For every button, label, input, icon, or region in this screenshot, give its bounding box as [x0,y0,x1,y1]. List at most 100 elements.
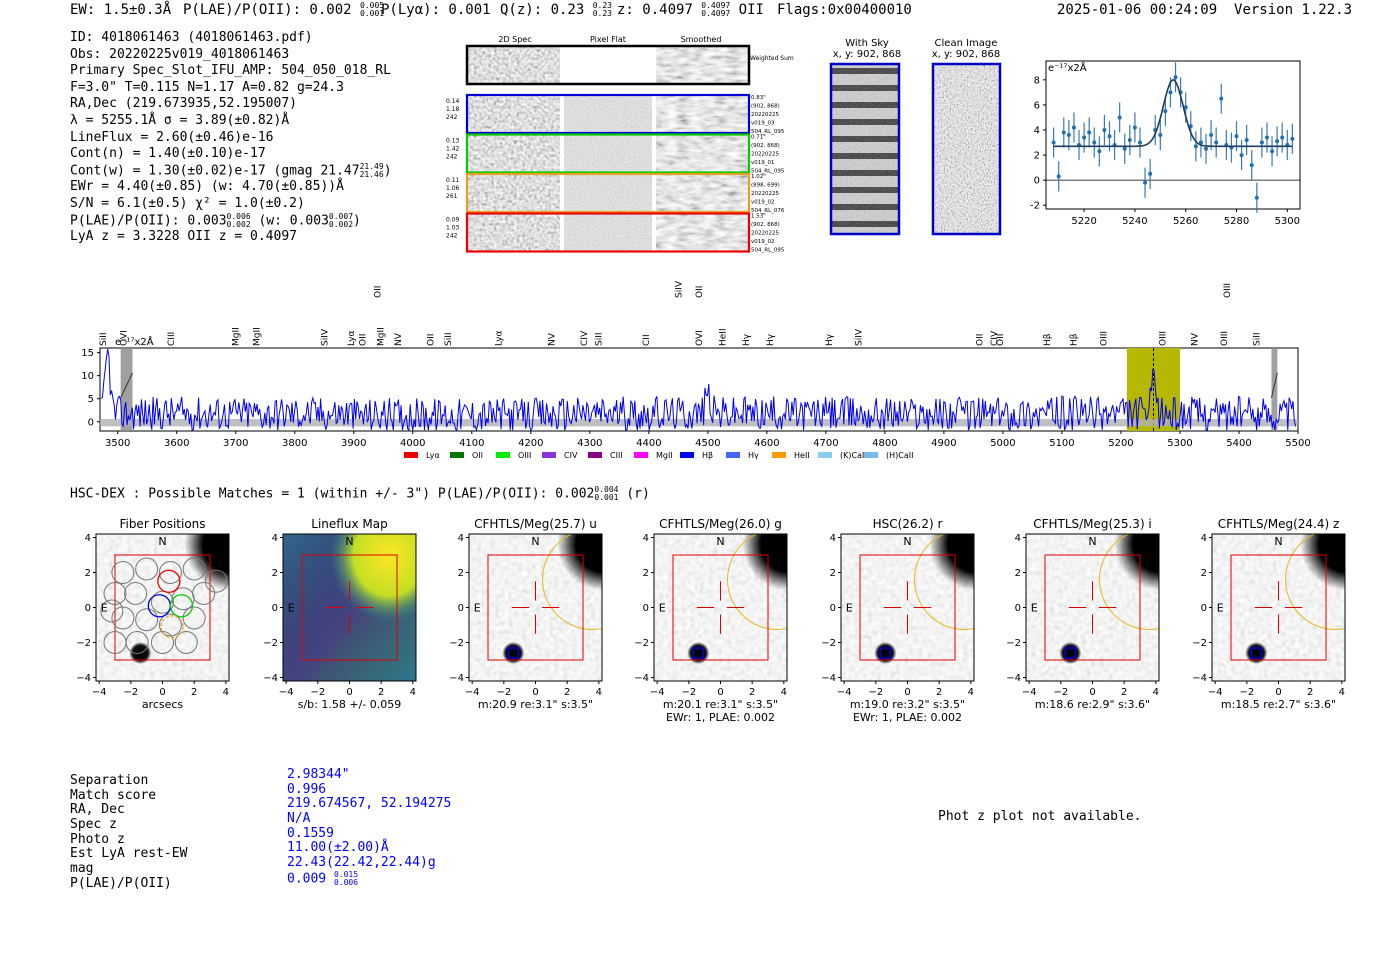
spectral-line-label: Hγ [766,333,776,346]
legend-swatch [496,452,510,458]
stamp-xtick-label: −4 [650,687,665,698]
info-fwhm: F=3.0" T=0.115 N=1.17 A=0.82 g=24.3 [70,79,344,95]
clean-image-title: Clean Image x, y: 902, 868 [931,38,1001,60]
stamp-xtick-label: 2 [191,687,197,698]
stamp-xtick-label: 2 [378,687,384,698]
stamp-ytick-label: 0 [272,603,278,614]
spectral-line-label: Lyα [494,330,504,346]
line-fit-chart: -2 0 2 4 6 8 5220 5240 5260 5280 5300 e⁻¹⁷x2Å [1030,60,1301,227]
search-box [672,554,769,661]
legend-label: Hγ [748,451,759,460]
zoom-data-point [1066,133,1071,137]
stamp-xtick-label: −2 [310,687,325,698]
spectrum-xtick-label: 4500 [695,438,720,449]
stamp-image [1026,534,1159,681]
spectral-line-label: MgII [232,327,242,346]
cutout-gap [560,213,564,252]
cutout-row-meta: 20220225 [751,152,779,158]
catalog-match-marker [879,647,892,659]
stamp-xtick-label: 4 [1339,687,1345,698]
spectrum-mask-hatch [120,372,133,399]
stamp-xtick-label: 4 [781,687,787,698]
fiber-circle [204,569,228,593]
stamp-xtick-label: −2 [681,687,696,698]
zoom-data-point [1087,130,1092,135]
stamp-ytick-label: −4 [76,673,91,684]
zoom-data-point [1127,138,1132,143]
zoom-data-point [1148,171,1153,176]
bright-galaxy [557,534,602,591]
weighted-flat [560,47,656,83]
spectral-line-label: OII [975,334,985,346]
stamp-xtick-label: 0 [532,687,538,698]
aperture-ellipse [1099,534,1159,630]
legend-label: HeII [794,451,810,460]
clean-image [933,64,1000,234]
spectrum-mask-hatch [1270,372,1278,398]
spectral-line-label: OVI [120,330,130,346]
stamp-ytick-label: 4 [1015,533,1021,544]
spectral-line-label: MgII [376,327,386,346]
cutout-row-meta: (898, 699) [751,183,780,189]
stamp-xtick-label: 2 [936,687,942,698]
stamp-xtick-label: 4 [410,687,416,698]
stamp-ytick-label: −4 [821,673,836,684]
spectral-line-label: SiIV [854,328,864,346]
zoom-data-point [1143,180,1148,185]
stamp-north-label: N [903,535,911,548]
value-mag: 22.43(22.42,22.44)g [287,855,436,871]
clean-image-frame [931,62,1002,236]
info-obs: Obs: 20220225v019_4018061463 [70,46,290,62]
value-separation: 2.98344" [287,767,350,782]
stamp-xtick-label: −4 [279,687,294,698]
stamp-ytick-label: −4 [1192,673,1207,684]
spectral-line-label: MgII [252,327,262,346]
spectral-line-label: OII [359,334,369,346]
stamp-ytick-label: 4 [643,533,649,544]
stamp-image [1212,534,1345,681]
cutout-2dspec [468,134,560,173]
stamp-xtick-label: 4 [1153,687,1159,698]
spectrum-xtick-label: 4100 [459,438,484,449]
stamp-ytick-label: 0 [1201,603,1207,614]
label-photo-z: Photo z [70,831,125,847]
legend-label: Hβ [702,451,713,460]
compact-source [502,642,525,664]
cutout-row-meta: 20220225 [751,112,779,118]
zoom-data-point [1051,140,1056,145]
spectrum-masked-band [120,348,133,431]
catalog-match-marker [507,647,520,659]
lineflux-peak [283,534,416,681]
header-qz: Q(z): 0.23 0.23 0.23 [500,1,612,19]
stamp-ytick-label: 0 [458,603,464,614]
spectrum-xtick-label: 5300 [1167,438,1192,449]
zoom-ytick-label: 8 [1034,75,1040,86]
zoom-data-point [1092,140,1097,145]
spectral-line-label: SiIV [320,328,330,346]
spectral-line-label: OIII [1099,331,1109,346]
cutout-row-meta: 20220225 [751,231,779,237]
stamp-ytick-label: 2 [830,568,836,579]
stamp-east-label: E [1217,602,1224,615]
stamp-title: HSC(26.2) r [873,517,943,531]
cutout-smoothed [656,95,748,133]
stamp-ytick-label: −4 [449,673,464,684]
legend-swatch [818,452,832,458]
label-radec: RA, Dec [70,802,125,818]
zoom-data-point [1275,139,1280,144]
legend-swatch [864,452,878,458]
cutout-row-stat: 1.03 [446,225,460,232]
cutout-2dspec [468,174,560,212]
cutout-gap [560,174,564,212]
bright-galaxy [1300,534,1345,591]
zoom-ytick-label: 4 [1034,125,1040,136]
zoom-data-point [1071,125,1076,130]
info-id: ID: 4018061463 (4018061463.pdf) [70,30,313,45]
fiber-circle-red [157,569,181,593]
cutout-grid: 2D Spec Pixel Flat Smoothed Weighted Sum… [446,35,794,254]
spectrum-xtick-label: 4600 [754,438,779,449]
spectrum-error-band [100,419,1298,427]
stamp-xtick-label: 0 [717,687,723,698]
spectral-line-label: OII [426,334,436,346]
stamp-image [283,534,416,681]
